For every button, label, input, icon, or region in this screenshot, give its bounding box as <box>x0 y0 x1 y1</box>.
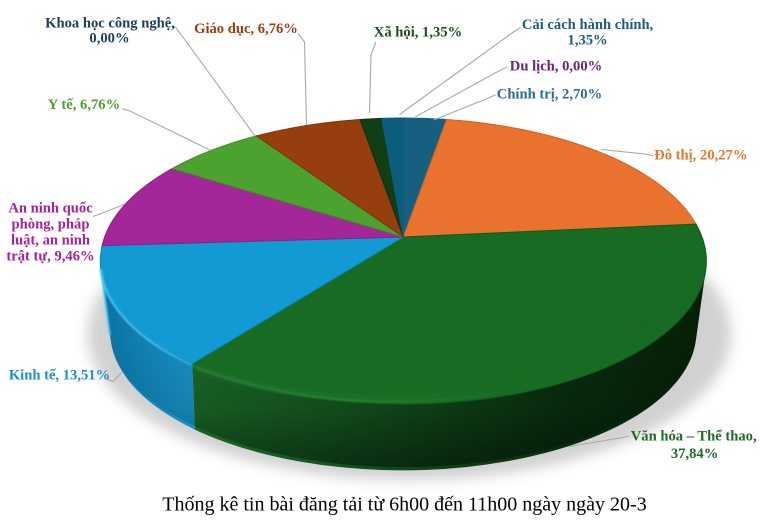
svg-text:Đô thị, 20,27%: Đô thị, 20,27% <box>654 148 747 164</box>
svg-text:Du lịch, 0,00%: Du lịch, 0,00% <box>510 59 602 75</box>
svg-text:Xã hội, 1,35%: Xã hội, 1,35% <box>374 24 462 40</box>
svg-text:trật tự, 9,46%: trật tự, 9,46% <box>6 249 94 265</box>
svg-text:phòng, pháp: phòng, pháp <box>12 217 90 233</box>
svg-text:Văn hóa – Thể thao,: Văn hóa – Thể thao, <box>631 429 757 445</box>
svg-text:Kinh tế, 13,51%: Kinh tế, 13,51% <box>9 368 110 384</box>
svg-text:37,84%: 37,84% <box>671 446 718 462</box>
svg-text:Thống kê tin bài đăng tải từ 6: Thống kê tin bài đăng tải từ 6h00 đến 11… <box>162 494 646 516</box>
svg-text:Giáo dục, 6,76%: Giáo dục, 6,76% <box>194 21 298 37</box>
svg-text:Khoa học công nghệ,: Khoa học công nghệ, <box>45 15 175 31</box>
svg-text:0,00%: 0,00% <box>89 30 129 46</box>
svg-text:An ninh quốc: An ninh quốc <box>8 201 93 217</box>
svg-text:Chính trị, 2,70%: Chính trị, 2,70% <box>497 86 602 102</box>
svg-text:luật, an ninh: luật, an ninh <box>11 233 90 249</box>
svg-text:Cải cách hành chính,: Cải cách hành chính, <box>522 17 654 33</box>
svg-text:1,35%: 1,35% <box>568 33 608 49</box>
svg-text:Y tế, 6,76%: Y tế, 6,76% <box>48 97 120 113</box>
